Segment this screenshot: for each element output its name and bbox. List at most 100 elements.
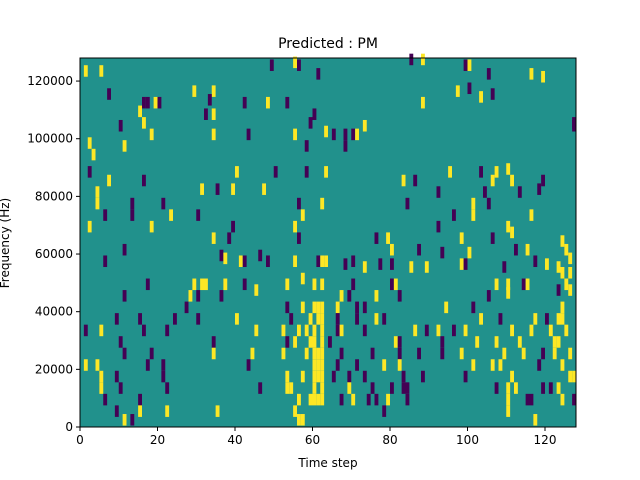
heatmap-cell-positive <box>300 272 305 285</box>
heatmap-cell-negative <box>421 370 425 383</box>
heatmap-cell-negative <box>409 53 414 66</box>
heatmap-cell-negative <box>207 94 212 106</box>
heatmap-cell-positive <box>99 370 104 383</box>
heatmap-cell-negative <box>417 347 421 360</box>
plot-background <box>80 58 576 427</box>
heatmap-cell-positive <box>506 405 511 417</box>
heatmap-cell-positive <box>297 393 301 406</box>
heatmap-cell-negative <box>219 290 224 302</box>
heatmap-cell-positive <box>320 359 325 371</box>
heatmap-cell-negative <box>486 290 491 302</box>
heatmap-cell-negative <box>304 140 309 152</box>
heatmap-cell-positive <box>304 347 309 360</box>
heatmap-cell-negative <box>297 59 301 71</box>
heatmap-cell-positive <box>471 359 476 371</box>
heatmap-cell-negative <box>331 128 336 141</box>
heatmap-cell-positive <box>312 382 317 394</box>
heatmap-cell-negative <box>297 197 301 210</box>
heatmap-cell-positive <box>138 105 142 118</box>
heatmap-cell-negative <box>347 290 352 302</box>
heatmap-cell-negative <box>103 209 108 221</box>
heatmap-cell-positive <box>312 370 317 383</box>
heatmap-cell-positive <box>316 393 321 406</box>
y-tick-label: 120000 <box>27 74 73 88</box>
heatmap-cell-negative <box>514 243 518 256</box>
heatmap-cell-negative <box>467 82 472 95</box>
heatmap-cell-negative <box>378 258 383 270</box>
x-tick-label: 100 <box>456 433 479 447</box>
heatmap-cell-positive <box>564 324 569 337</box>
heatmap-cell-negative <box>285 336 290 348</box>
heatmap-cell-negative <box>145 278 150 291</box>
heatmap-cell-positive <box>308 336 313 348</box>
heatmap-cell-positive <box>293 405 297 417</box>
heatmap-cell-positive <box>393 336 398 348</box>
heatmap-cell-negative <box>304 166 309 178</box>
heatmap-cell-positive <box>541 70 545 83</box>
heatmap-cell-negative <box>118 119 123 132</box>
heatmap-cell-negative <box>343 128 348 141</box>
heatmap-cell-negative <box>219 249 224 262</box>
heatmap-cell-negative <box>258 382 263 394</box>
heatmap-cell-positive <box>529 324 534 337</box>
heatmap-cell-positive <box>448 166 452 178</box>
heatmap-cell-positive <box>347 382 352 394</box>
heatmap-cell-negative <box>483 186 487 198</box>
heatmap-cell-positive <box>188 290 193 302</box>
y-axis-label: Frequency (Hz) <box>0 198 12 289</box>
heatmap-cell-positive <box>490 359 495 371</box>
heatmap-cell-negative <box>355 313 359 325</box>
heatmap-cell-positive <box>529 68 534 80</box>
heatmap-cell-positive <box>510 370 514 383</box>
heatmap-cell-negative <box>165 324 170 337</box>
heatmap-cell-negative <box>463 258 468 270</box>
heatmap-cell-positive <box>312 336 317 348</box>
heatmap-cell-positive <box>506 287 511 299</box>
heatmap-cell-positive <box>122 140 127 152</box>
heatmap-cell-positive <box>138 405 142 417</box>
heatmap-cell-negative <box>118 336 123 348</box>
heatmap-cell-positive <box>320 382 325 394</box>
heatmap-cell-negative <box>390 278 394 291</box>
heatmap-cell-positive <box>564 278 569 291</box>
heatmap-cell-negative <box>118 382 123 394</box>
heatmap-cell-positive <box>95 359 100 371</box>
heatmap-cell-positive <box>312 359 317 371</box>
heatmap-cell-positive <box>374 313 379 325</box>
heatmap-cell-positive <box>223 252 228 265</box>
heatmap-cell-positive <box>300 209 305 221</box>
heatmap-cell-negative <box>537 359 542 371</box>
heatmap-cell-negative <box>529 393 534 406</box>
heatmap-cell-negative <box>196 209 201 221</box>
x-tick-label: 60 <box>305 433 320 447</box>
y-tick-label: 80000 <box>35 189 73 203</box>
heatmap-cell-positive <box>533 414 538 426</box>
heatmap-cell-negative <box>145 96 150 109</box>
heatmap-cell-positive <box>200 183 204 195</box>
heatmap-cell-positive <box>281 324 286 337</box>
x-tick-label: 120 <box>534 433 557 447</box>
heatmap-cell-negative <box>339 347 344 360</box>
heatmap-cell-negative <box>145 359 150 371</box>
heatmap-cell-positive <box>235 166 239 178</box>
heatmap-cell-positive <box>390 243 394 256</box>
heatmap-cell-negative <box>122 347 127 360</box>
heatmap-cell-negative <box>486 68 491 80</box>
heatmap-cell-negative <box>401 370 406 383</box>
heatmap-cell-positive <box>533 313 538 325</box>
heatmap-cell-negative <box>335 324 340 337</box>
heatmap-cell-positive <box>568 347 573 360</box>
heatmap-cell-positive <box>320 255 325 268</box>
heatmap-cell-positive <box>153 96 158 109</box>
heatmap-cell-negative <box>165 382 170 394</box>
heatmap-cell-positive <box>293 336 297 348</box>
heatmap-cell-negative <box>490 88 495 100</box>
heatmap-cell-positive <box>436 324 441 337</box>
heatmap-cell-negative <box>452 324 456 337</box>
heatmap-cell-positive <box>467 246 472 259</box>
heatmap-cell-positive <box>510 174 514 187</box>
heatmap-cell-negative <box>440 336 445 348</box>
heatmap-cell-negative <box>382 313 387 325</box>
heatmap-cell-positive <box>223 278 228 291</box>
heatmap-cell-positive <box>560 267 565 279</box>
